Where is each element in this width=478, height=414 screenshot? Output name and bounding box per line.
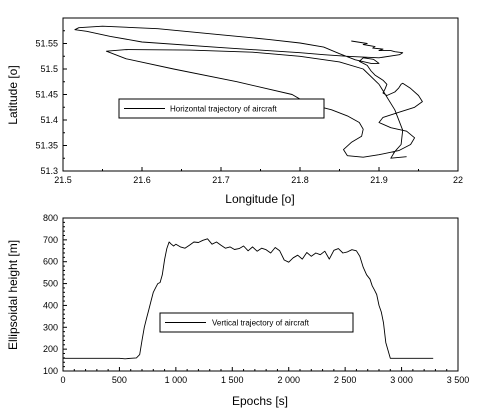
plot-frame-top — [62, 17, 459, 172]
legend-top: Horizontal trajectory of aircraft — [118, 98, 325, 119]
y-tick-label-bottom: 400 — [43, 300, 58, 310]
y-tick-label-bottom: 500 — [43, 279, 58, 289]
y-tick-label-bottom: 300 — [43, 322, 58, 332]
x-axis-ticks-bottom: 0 500 1 000 1 500 2 000 2 500 3 000 3 500 — [60, 367, 469, 385]
x-tick-label-top: 21.6 — [133, 175, 151, 185]
x-axis-label-top: Longitude [o] — [225, 192, 294, 206]
y-axis-ticks-top: 51.3 51.35 51.4 51.45 51.5 51.55 — [35, 30, 67, 176]
horizontal-trajectory-chart: 21.5 21.6 21.7 21.8 21.9 22 51.3 51.35 51.4 51.4… — [6, 17, 463, 206]
y-tick-label-bottom: 600 — [43, 257, 58, 267]
x-tick-label-top: 22 — [453, 175, 463, 185]
y-tick-label-top: 51.35 — [35, 141, 58, 151]
x-tick-label-bottom: 2 500 — [334, 375, 357, 385]
y-tick-label-top: 51.3 — [40, 166, 58, 176]
y-axis-label-bottom: Ellipsoidal height [m] — [6, 240, 20, 350]
x-tick-label-top: 21.9 — [370, 175, 388, 185]
y-axis-ticks-bottom: 100 200 300 400 500 600 700 800 — [43, 213, 67, 376]
y-tick-label-top: 51.55 — [35, 39, 58, 49]
legend-bottom: Vertical trajectory of aircraft — [159, 312, 354, 333]
y-tick-label-top: 51.4 — [40, 115, 58, 125]
y-tick-label-top: 51.45 — [35, 90, 58, 100]
x-tick-label-bottom: 3 000 — [390, 375, 413, 385]
x-axis-ticks-top: 21.5 21.6 21.7 21.8 21.9 22 — [54, 167, 463, 185]
legend-box-bottom — [159, 312, 354, 333]
x-axis-label-bottom: Epochs [s] — [232, 394, 288, 408]
x-tick-label-top: 21.7 — [212, 175, 230, 185]
y-tick-label-top: 51.5 — [40, 64, 58, 74]
legend-text-bottom: Vertical trajectory of aircraft — [212, 319, 310, 328]
y-tick-label-bottom: 200 — [43, 344, 58, 354]
x-tick-label-top: 21.5 — [54, 175, 72, 185]
y-tick-label-bottom: 800 — [43, 213, 58, 223]
series-lines-top — [74, 25, 423, 159]
x-tick-label-top: 21.8 — [291, 175, 309, 185]
vertical-trajectory-chart: 0 500 1 000 1 500 2 000 2 500 3 000 3 500 100 20… — [6, 213, 469, 408]
x-tick-label-bottom: 1 000 — [165, 375, 188, 385]
y-tick-label-bottom: 100 — [43, 366, 58, 376]
plot-frame-bottom — [62, 217, 459, 372]
y-tick-label-bottom: 700 — [43, 235, 58, 245]
x-tick-label-bottom: 3 500 — [447, 375, 470, 385]
legend-text-top: Horizontal trajectory of aircraft — [170, 105, 277, 114]
x-tick-label-bottom: 1 500 — [221, 375, 244, 385]
legend-box-top — [118, 98, 325, 119]
series-line-top — [74, 25, 423, 159]
x-tick-label-bottom: 0 — [60, 375, 65, 385]
x-tick-label-bottom: 2 000 — [277, 375, 300, 385]
series-lines-bottom — [63, 238, 434, 360]
series-line-bottom — [63, 238, 434, 360]
y-axis-label-top: Latitude [o] — [6, 65, 20, 124]
x-tick-label-bottom: 500 — [112, 375, 127, 385]
